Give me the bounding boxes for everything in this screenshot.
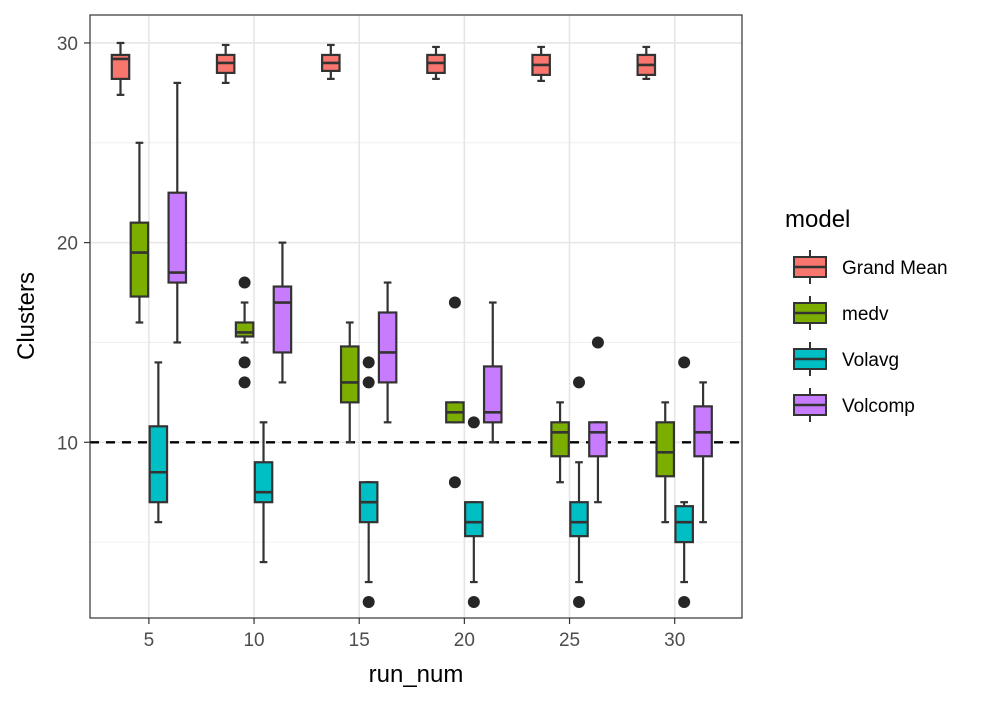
outlier-point (678, 596, 691, 609)
box-medv (550, 401, 570, 484)
outlier-point (467, 596, 480, 609)
box-volcomp (272, 241, 293, 384)
outlier-point (238, 276, 251, 289)
box-volcomp (693, 381, 713, 524)
box-medv (234, 276, 255, 389)
box-body (234, 321, 255, 338)
box-body (464, 501, 484, 538)
grid-minor (90, 142, 742, 543)
outlier-point (362, 596, 375, 609)
box-grand-mean (321, 43, 341, 80)
x-tick-label: 15 (349, 630, 370, 651)
x-axis-title: run_num (369, 661, 464, 688)
outlier-point (448, 476, 461, 489)
y-axis-title: Clusters (13, 272, 40, 360)
outlier-point (238, 356, 251, 369)
outlier-point (467, 416, 480, 429)
legend-item: Volcomp (793, 388, 915, 422)
legend: model Grand Mean medv Volavg Volcomp (785, 206, 948, 422)
outlier-point (362, 376, 375, 389)
legend-item: Volavg (793, 342, 899, 376)
box-volavg (569, 376, 589, 609)
box-body (148, 425, 169, 504)
legend-label: Grand Mean (842, 258, 948, 279)
box-body (655, 421, 676, 478)
box-grand-mean (110, 41, 131, 96)
box-volcomp (482, 301, 503, 444)
box-body (377, 311, 398, 384)
box-body (110, 53, 131, 80)
box-body (569, 501, 589, 538)
box-grand-mean (215, 43, 236, 84)
panel-border (89, 14, 743, 619)
outlier-point (448, 296, 461, 309)
legend-label: medv (842, 304, 889, 325)
box-volavg (674, 356, 694, 609)
box-body (550, 421, 570, 458)
axis-ticks (84, 42, 676, 624)
x-tick-label: 10 (243, 630, 264, 651)
box-volcomp (167, 81, 188, 344)
outlier-point (591, 336, 604, 349)
box-body (588, 421, 608, 458)
legend-label: Volavg (842, 350, 899, 371)
box-medv (445, 296, 465, 489)
box-volavg (253, 421, 274, 564)
legend-label: Volcomp (842, 396, 915, 417)
x-tick-label: 20 (454, 630, 475, 651)
box-body (253, 461, 274, 504)
x-tick-label: 30 (664, 630, 685, 651)
box-volavg (358, 356, 379, 609)
legend-item: medv (793, 296, 889, 330)
box-medv (339, 321, 360, 444)
box-grand-mean (426, 45, 446, 80)
outlier-point (573, 376, 585, 389)
outlier-point (238, 376, 251, 389)
box-grand-mean (531, 45, 551, 82)
axis-tick-labels: 10 20 30 5 10 15 20 25 30 (57, 34, 685, 651)
y-tick-label: 30 (57, 34, 78, 55)
legend-title: model (785, 206, 850, 233)
x-tick-label: 5 (144, 630, 155, 651)
box-grand-mean (636, 45, 657, 80)
legend-keys: Grand Mean medv Volavg Volcomp (793, 250, 948, 422)
box-body (339, 345, 360, 404)
outlier-point (362, 356, 375, 369)
y-tick-label: 20 (57, 234, 78, 255)
x-tick-label: 25 (559, 630, 580, 651)
box-body (674, 505, 694, 544)
box-volcomp (588, 336, 608, 504)
box-body (272, 285, 293, 354)
box-medv (655, 401, 676, 524)
box-body (129, 221, 150, 298)
box-marks (110, 41, 713, 609)
outlier-point (678, 356, 691, 369)
legend-item: Grand Mean (793, 250, 948, 284)
y-tick-label: 10 (57, 433, 78, 454)
box-volcomp (377, 281, 398, 424)
box-medv (129, 141, 150, 324)
box-body (482, 365, 503, 424)
outlier-point (573, 596, 585, 609)
box-volavg (148, 361, 169, 524)
box-volavg (464, 416, 484, 609)
box-body (167, 191, 188, 284)
